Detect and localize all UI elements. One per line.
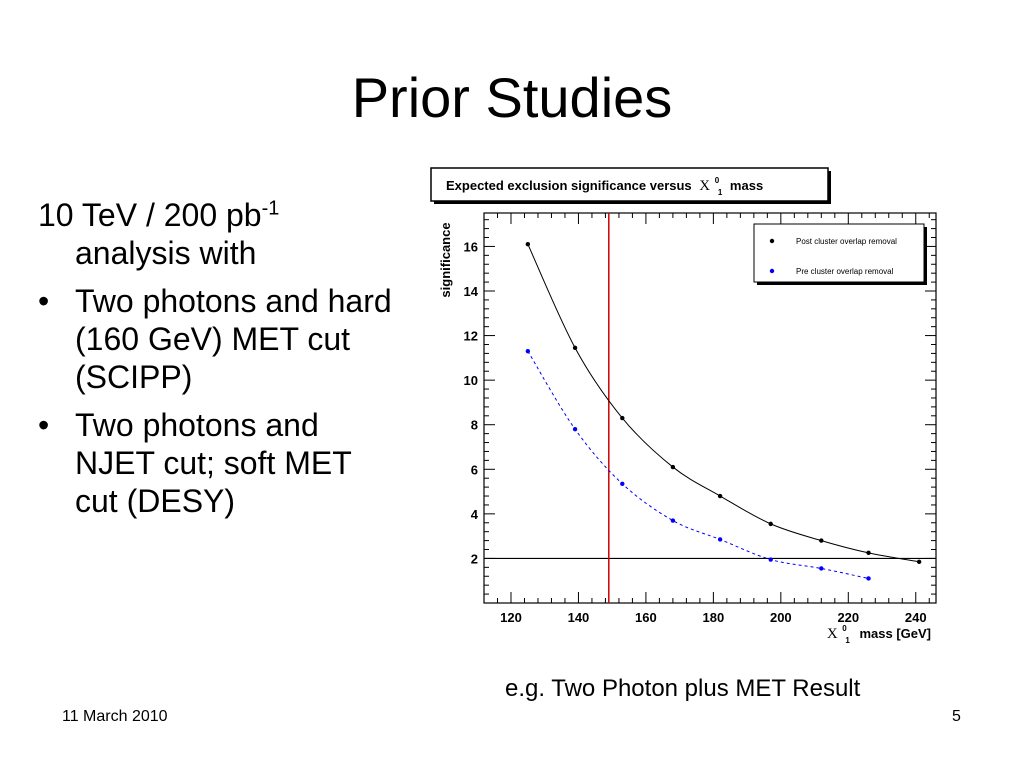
bullet-item: • Two photons and hard (160 GeV) MET cut… xyxy=(38,282,398,396)
data-point xyxy=(819,538,824,543)
legend-marker xyxy=(769,238,775,244)
bullet-text: Two photons and NJET cut; soft MET cut (… xyxy=(75,407,352,519)
chart-title-sup: 0 xyxy=(715,176,720,185)
x-tick-label: 160 xyxy=(635,610,657,625)
chart-title-tail: mass xyxy=(730,178,763,193)
chart-title-shadow xyxy=(434,201,831,204)
data-point xyxy=(670,464,676,470)
x-axis-sub: 1 xyxy=(845,636,850,645)
y-tick-label: 16 xyxy=(464,239,478,254)
x-axis-label: X 0 1 mass [GeV] xyxy=(827,619,931,646)
x-tick-label: 180 xyxy=(703,610,725,625)
page-number: 5 xyxy=(952,708,961,725)
data-point xyxy=(620,415,625,421)
bullet-list: • Two photons and hard (160 GeV) MET cut… xyxy=(38,282,398,520)
lead-text-main: 10 TeV / 200 pb xyxy=(38,197,262,233)
y-tick-label: 10 xyxy=(464,373,478,388)
x-tick-label: 240 xyxy=(905,610,927,625)
footer-date: 11 March 2010 xyxy=(62,708,168,725)
chart-title-sub: 1 xyxy=(718,188,723,197)
lead-text: 10 TeV / 200 pb-1 xyxy=(38,196,398,234)
bullet-icon: • xyxy=(38,283,50,319)
legend-marker xyxy=(769,268,775,274)
x-tick-label: 140 xyxy=(568,610,590,625)
legend-shadow xyxy=(757,282,927,285)
chart-marks xyxy=(484,213,936,603)
x-tick-label: 200 xyxy=(770,610,792,625)
chart-title-box xyxy=(430,167,829,202)
legend-box xyxy=(753,223,925,283)
y-tick-label: 6 xyxy=(471,462,478,477)
x-axis-sup: 0 xyxy=(842,624,847,633)
data-point xyxy=(620,481,625,486)
lead-text-cont: analysis with xyxy=(75,235,257,271)
lead-text-sup: -1 xyxy=(261,197,280,220)
figure-caption: e.g. Two Photon plus MET Result xyxy=(505,675,861,702)
chart-axes: 120 140 160 180 200 220 240 2 4 6 8 10 12 14 16 xyxy=(464,213,936,625)
chart-title-shadow xyxy=(828,171,831,204)
legend-label: Post cluster overlap removal xyxy=(796,237,897,246)
chart-title-text: Expected exclusion significance versus xyxy=(446,178,692,193)
y-tick-label: 8 xyxy=(471,418,478,433)
y-tick-label: 14 xyxy=(464,284,479,299)
significance-chart: Expected exclusion significance versus X… xyxy=(426,165,946,650)
chart-title: Expected exclusion significance versus X… xyxy=(446,171,763,198)
chart-title-symbol: X xyxy=(699,178,710,194)
data-point xyxy=(572,426,578,432)
data-point xyxy=(866,576,871,581)
x-axis-label-text: mass [GeV] xyxy=(859,626,931,641)
data-point xyxy=(768,557,773,562)
y-axis-label: significance xyxy=(438,222,453,297)
data-point xyxy=(572,345,578,351)
data-point xyxy=(768,521,773,527)
data-point xyxy=(525,242,531,247)
data-point xyxy=(670,518,676,523)
legend-shadow xyxy=(924,227,927,285)
slide-title: Prior Studies xyxy=(351,66,673,129)
data-point xyxy=(525,348,531,354)
data-point xyxy=(717,537,723,542)
slide-body: 10 TeV / 200 pb-1 analysis with • Two ph… xyxy=(38,196,398,530)
data-point xyxy=(819,566,824,571)
data-point xyxy=(866,550,871,556)
chart-legend: Post cluster overlap removal Pre cluster … xyxy=(769,237,897,276)
chart-svg: Expected exclusion significance versus X… xyxy=(430,167,937,646)
y-tick-label: 2 xyxy=(471,551,478,566)
y-tick-label: 12 xyxy=(464,329,478,344)
bullet-item: • Two photons and NJET cut; soft MET cut… xyxy=(38,406,398,520)
bullet-text: Two photons and hard (160 GeV) MET cut (… xyxy=(75,283,392,395)
x-tick-label: 120 xyxy=(500,610,522,625)
legend-label: Pre cluster overlap removal xyxy=(796,267,894,276)
series-line xyxy=(527,243,920,563)
data-point xyxy=(916,559,922,564)
bullet-icon: • xyxy=(38,407,50,443)
data-point xyxy=(717,493,723,499)
x-tick-label: 220 xyxy=(837,610,859,625)
y-tick-label: 4 xyxy=(471,507,479,522)
x-axis-symbol: X xyxy=(827,626,838,642)
